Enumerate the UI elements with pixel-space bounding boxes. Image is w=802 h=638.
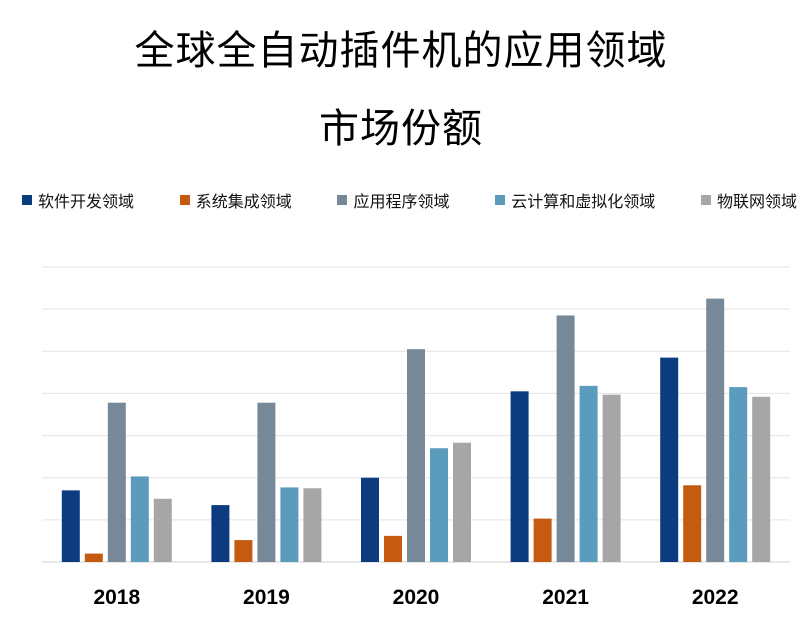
legend-swatch (179, 195, 190, 205)
bar-2021-3 (579, 385, 598, 562)
x-tick-label: 2021 (542, 586, 589, 609)
x-tick-label: 2018 (93, 586, 140, 609)
bar-2022-4 (752, 396, 771, 562)
bar-2020-1 (384, 535, 402, 562)
bar-2021-1 (533, 518, 552, 562)
legend-label: 应用程序领域 (353, 192, 450, 211)
bar-2021-4 (602, 394, 621, 562)
legend: 软件开发领域 系统集成领域 应用程序领域 云计算和虚拟化领域 物联网领域 (22, 188, 797, 212)
bar-2018-0 (61, 490, 80, 562)
bar-2022-2 (706, 298, 725, 562)
legend-item-3: 云计算和虚拟化领域 (495, 188, 655, 212)
bar-2019-1 (234, 540, 253, 562)
legend-label: 系统集成领域 (195, 192, 292, 211)
x-tick-label: 2020 (393, 586, 440, 609)
legend-label: 云计算和虚拟化领域 (511, 192, 656, 211)
x-tick-label: 2019 (243, 586, 290, 609)
bar-2018-4 (153, 498, 172, 562)
chart-title-line1: 全球全自动插件机的应用领域 (134, 28, 668, 74)
bar-2020-2 (407, 349, 425, 562)
bar-2018-3 (130, 476, 149, 562)
bar-2018-1 (84, 553, 103, 562)
legend-swatch (495, 195, 506, 205)
legend-swatch (700, 195, 711, 205)
bar-2022-3 (729, 387, 748, 562)
bar-2020-0 (361, 477, 379, 562)
bar-2019-0 (211, 505, 230, 562)
legend-swatch (22, 195, 32, 205)
legend-item-2: 应用程序领域 (337, 188, 449, 212)
x-tick-label: 2022 (692, 586, 739, 609)
legend-swatch (337, 195, 348, 205)
chart-title-line2: 市场份额 (319, 106, 483, 152)
bar-2019-4 (303, 488, 322, 562)
bar-2022-0 (660, 357, 679, 562)
bar-2019-3 (280, 487, 299, 562)
bar-2020-4 (453, 442, 471, 562)
bar-2019-2 (257, 402, 276, 562)
bar-2018-2 (107, 402, 126, 562)
bar-2021-0 (510, 391, 529, 562)
legend-label: 物联网领域 (716, 192, 797, 211)
bar-2022-1 (683, 485, 702, 562)
bar-2020-3 (430, 448, 448, 562)
legend-item-4: 物联网领域 (700, 188, 797, 212)
legend-item-0: 软件开发领域 (22, 188, 134, 212)
legend-item-1: 系统集成领域 (179, 188, 292, 212)
legend-label: 软件开发领域 (38, 192, 135, 211)
bar-2021-2 (556, 315, 575, 562)
